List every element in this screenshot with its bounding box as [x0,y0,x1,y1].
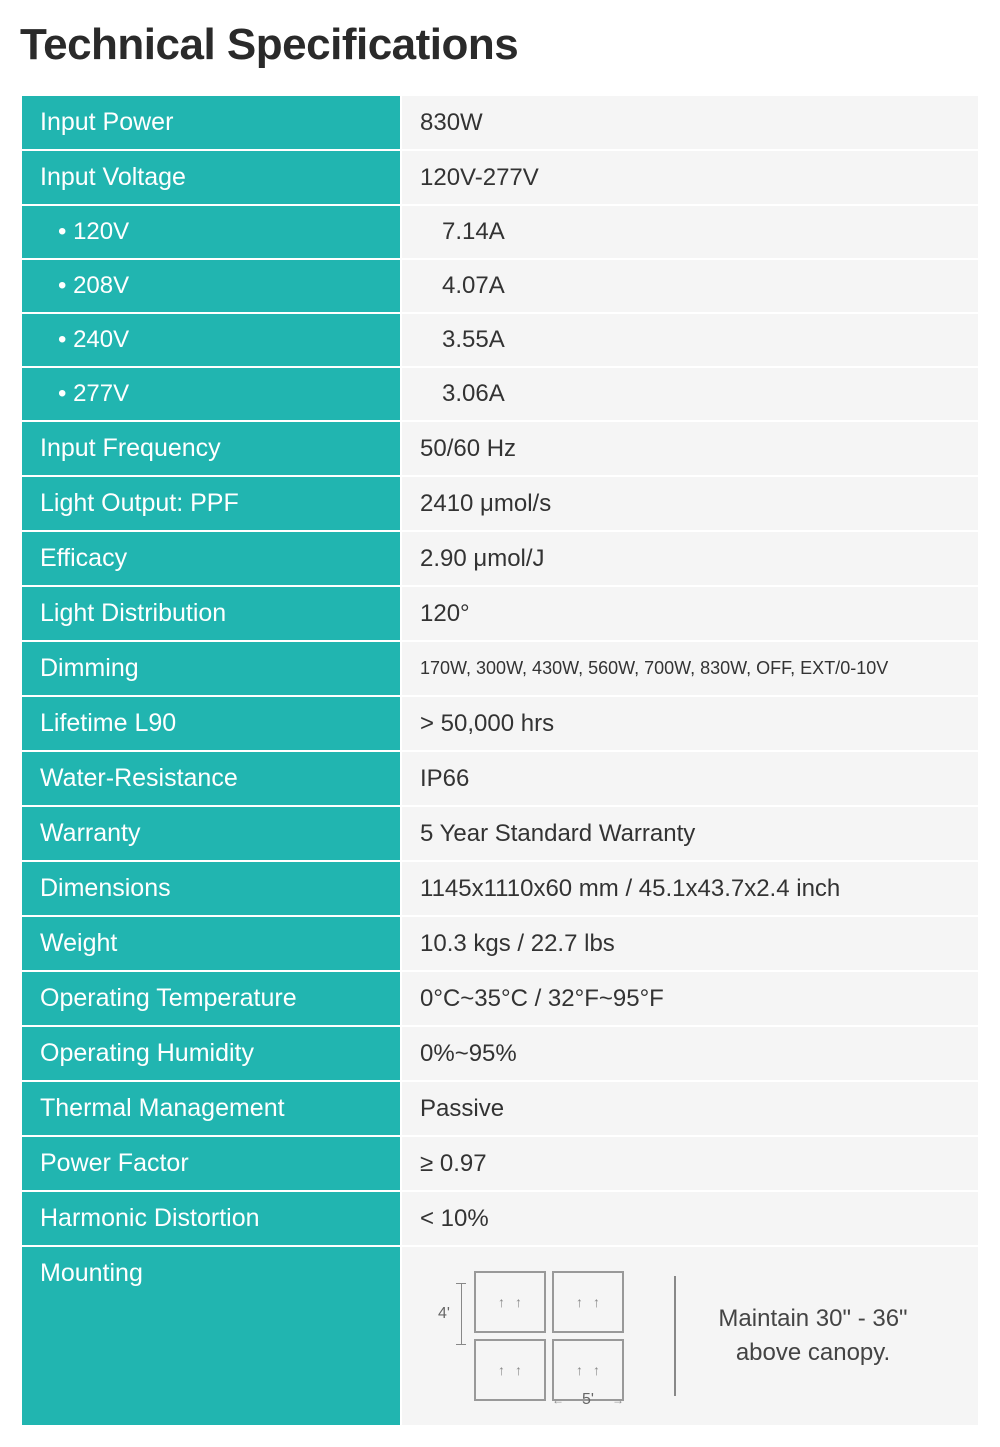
label-lifetime: Lifetime L90 [21,696,401,751]
table-row: Input Power 830W [21,95,979,150]
label-input-frequency: Input Frequency [21,421,401,476]
table-row: Lifetime L90 > 50,000 hrs [21,696,979,751]
page-title: Technical Specifications [20,20,980,70]
label-power-factor: Power Factor [21,1136,401,1191]
table-row: Warranty 5 Year Standard Warranty [21,806,979,861]
table-row: Light Output: PPF 2410 μmol/s [21,476,979,531]
table-row: Weight 10.3 kgs / 22.7 lbs [21,916,979,971]
table-row: Dimming 170W, 300W, 430W, 560W, 700W, 83… [21,641,979,696]
label-thermal: Thermal Management [21,1081,401,1136]
value-input-frequency: 50/60 Hz [401,421,979,476]
value-mounting: 4' ↑↑ ↑↑ ↑↑ ↑↑ 5' [401,1246,979,1426]
value-dimensions: 1145x1110x60 mm / 45.1x43.7x2.4 inch [401,861,979,916]
label-light-distribution: Light Distribution [21,586,401,641]
table-row: 208V 4.07A [21,259,979,313]
label-mounting: Mounting [21,1246,401,1426]
label-dimensions: Dimensions [21,861,401,916]
label-weight: Weight [21,916,401,971]
table-row: Water-Resistance IP66 [21,751,979,806]
table-row: Input Voltage 120V-277V [21,150,979,205]
label-operating-temp: Operating Temperature [21,971,401,1026]
table-row: 240V 3.55A [21,313,979,367]
mounting-note: Maintain 30" - 36" above canopy. [706,1302,960,1369]
value-dimming: 170W, 300W, 430W, 560W, 700W, 830W, OFF,… [401,641,979,696]
value-lifetime: > 50,000 hrs [401,696,979,751]
value-warranty: 5 Year Standard Warranty [401,806,979,861]
value-efficacy: 2.90 μmol/J [401,531,979,586]
label-water-resistance: Water-Resistance [21,751,401,806]
mounting-diagram: 4' ↑↑ ↑↑ ↑↑ ↑↑ 5' [420,1261,644,1411]
label-dimming: Dimming [21,641,401,696]
spec-table: Input Power 830W Input Voltage 120V-277V… [20,94,980,1427]
value-weight: 10.3 kgs / 22.7 lbs [401,916,979,971]
panel-icon: ↑↑ [474,1271,546,1333]
value-operating-humidity: 0%~95% [401,1026,979,1081]
value-water-resistance: IP66 [401,751,979,806]
table-row: 120V 7.14A [21,205,979,259]
value-120v: 7.14A [401,205,979,259]
table-row: Efficacy 2.90 μmol/J [21,531,979,586]
table-row: Operating Temperature 0°C~35°C / 32°F~95… [21,971,979,1026]
mounting-height-label: 4' [438,1305,450,1323]
panel-icon: ↑↑ [474,1339,546,1401]
table-row: Input Frequency 50/60 Hz [21,421,979,476]
table-row: Thermal Management Passive [21,1081,979,1136]
value-input-voltage: 120V-277V [401,150,979,205]
label-277v: 277V [21,367,401,421]
table-row: Mounting 4' ↑↑ ↑↑ ↑↑ ↑↑ [21,1246,979,1426]
divider [674,1276,676,1396]
label-efficacy: Efficacy [21,531,401,586]
label-input-power: Input Power [21,95,401,150]
value-light-output: 2410 μmol/s [401,476,979,531]
label-input-voltage: Input Voltage [21,150,401,205]
label-warranty: Warranty [21,806,401,861]
value-277v: 3.06A [401,367,979,421]
value-208v: 4.07A [401,259,979,313]
label-208v: 208V [21,259,401,313]
table-row: Power Factor ≥ 0.97 [21,1136,979,1191]
value-harmonic: < 10% [401,1191,979,1246]
label-harmonic: Harmonic Distortion [21,1191,401,1246]
label-light-output: Light Output: PPF [21,476,401,531]
label-operating-humidity: Operating Humidity [21,1026,401,1081]
table-row: Dimensions 1145x1110x60 mm / 45.1x43.7x2… [21,861,979,916]
value-240v: 3.55A [401,313,979,367]
value-thermal: Passive [401,1081,979,1136]
label-240v: 240V [21,313,401,367]
value-input-power: 830W [401,95,979,150]
table-row: Harmonic Distortion < 10% [21,1191,979,1246]
table-row: 277V 3.06A [21,367,979,421]
value-power-factor: ≥ 0.97 [401,1136,979,1191]
value-light-distribution: 120° [401,586,979,641]
mounting-width-label: 5' [564,1391,612,1409]
table-row: Operating Humidity 0%~95% [21,1026,979,1081]
value-operating-temp: 0°C~35°C / 32°F~95°F [401,971,979,1026]
panel-icon: ↑↑ [552,1271,624,1333]
table-row: Light Distribution 120° [21,586,979,641]
label-120v: 120V [21,205,401,259]
